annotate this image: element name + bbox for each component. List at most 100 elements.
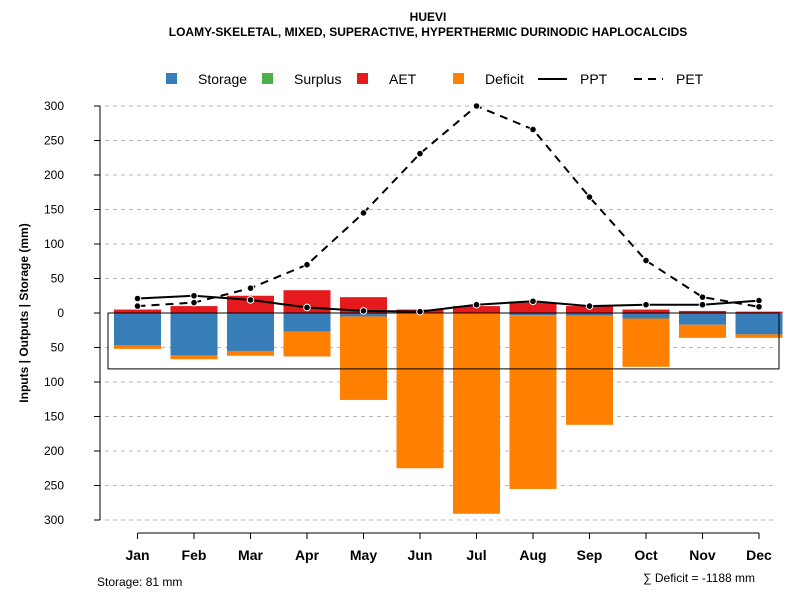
bar-storage (735, 313, 783, 335)
bar-deficit (170, 355, 218, 360)
bar-deficit (735, 334, 783, 338)
x-tick-label: Jan (125, 547, 149, 563)
bar-deficit (509, 315, 557, 489)
legend-label-pet: PET (676, 71, 704, 87)
bar-deficit (566, 315, 613, 425)
bar-deficit (622, 318, 670, 367)
chart-title: HUEVI (410, 10, 447, 24)
point-pet (529, 125, 537, 134)
bar-storage (170, 313, 218, 356)
deficit-total-label: ∑ Deficit = -1188 mm (643, 571, 755, 585)
bar-storage (509, 313, 557, 316)
bar-aet (170, 306, 218, 313)
bar-storage (566, 313, 613, 316)
point-ppt (585, 302, 594, 310)
point-pet (472, 102, 481, 110)
bar-deficit (679, 324, 726, 338)
x-tick-label: Mar (238, 547, 263, 563)
y-tick-label: 100 (44, 375, 64, 389)
legend-label-aet: AET (389, 71, 417, 87)
x-tick-label: Jun (408, 547, 433, 563)
storage-total-label: Storage: 81 mm (97, 575, 182, 589)
point-pet (246, 284, 255, 292)
point-ppt (246, 296, 255, 304)
y-axis: 300 250 200 150 100 50 0 50 100 150 200 250 300 (44, 99, 101, 527)
point-ppt (698, 300, 707, 309)
bar-aet (509, 302, 557, 313)
legend-swatch-deficit (453, 73, 464, 84)
point-pet (642, 256, 650, 265)
bar-deficit (227, 350, 274, 356)
y-tick-label: 300 (44, 513, 64, 527)
y-tick-label: 150 (44, 203, 64, 217)
bar-storage (283, 313, 331, 332)
bar-deficit (114, 345, 161, 349)
legend-swatch-storage (166, 73, 177, 84)
x-tick-label: Aug (519, 547, 546, 563)
bar-aet (340, 297, 387, 313)
series-line-pet (137, 104, 760, 308)
legend: Storage Surplus AET Deficit PPT PET (166, 71, 704, 87)
y-axis-label: Inputs | Outputs | Storage (mm) (17, 223, 31, 402)
bar-aet (679, 310, 726, 313)
frames (107, 312, 780, 370)
y-tick-label: 250 (44, 134, 64, 148)
y-tick-label: 200 (44, 444, 64, 458)
point-pet (698, 293, 707, 301)
bar-storage (227, 313, 274, 351)
bar-storage (679, 313, 726, 325)
bar-storage (114, 313, 161, 346)
legend-swatch-surplus (262, 73, 273, 84)
point-pet (303, 260, 311, 269)
y-tick-label: 150 (44, 410, 64, 424)
x-tick-label: Nov (689, 547, 716, 563)
point-ppt (472, 300, 481, 309)
point-pet (133, 302, 142, 310)
x-axis: Jan Feb Mar Apr May Jun Jul Aug Sep Oct Nov Dec (125, 532, 772, 563)
x-tick-label: Jul (466, 547, 486, 563)
bar-aet (453, 306, 500, 313)
y-tick-label: 100 (44, 237, 64, 251)
legend-swatch-aet (357, 73, 368, 84)
lines (133, 102, 763, 316)
legend-label-deficit: Deficit (485, 71, 524, 87)
point-ppt (755, 296, 763, 305)
point-pet (190, 298, 198, 307)
point-ppt (359, 307, 368, 315)
point-ppt (303, 303, 311, 312)
x-tick-label: Apr (295, 547, 320, 563)
series-line-ppt (137, 294, 760, 313)
bar-deficit (396, 313, 444, 469)
bar-storage (622, 313, 670, 319)
bar-deficit (283, 331, 331, 357)
x-tick-label: Feb (182, 547, 207, 563)
x-tick-label: Sep (577, 547, 603, 563)
x-tick-label: Oct (634, 547, 658, 563)
point-ppt (642, 300, 650, 309)
x-tick-label: Dec (746, 547, 772, 563)
y-tick-label: 200 (44, 168, 64, 182)
point-ppt (190, 291, 198, 300)
legend-label-surplus: Surplus (294, 71, 341, 87)
y-tick-label: 250 (44, 479, 64, 493)
point-ppt (133, 294, 142, 303)
point-pet (359, 209, 368, 217)
y-tick-label: 300 (44, 99, 64, 113)
legend-label-ppt: PPT (580, 71, 608, 87)
point-ppt (416, 307, 424, 316)
bars (114, 290, 783, 514)
bar-deficit (453, 313, 500, 514)
y-tick-label: 50 (51, 341, 65, 355)
y-tick-label: 50 (51, 272, 65, 286)
bar-aet (114, 309, 161, 313)
bar-aet (227, 295, 274, 313)
point-pet (416, 149, 424, 158)
point-ppt (529, 297, 537, 306)
bar-aet (622, 309, 670, 313)
y-tick-label: 0 (57, 306, 64, 320)
point-pet (755, 302, 763, 311)
chart-subtitle: LOAMY-SKELETAL, MIXED, SUPERACTIVE, HYPE… (169, 25, 687, 39)
bar-aet (735, 311, 783, 313)
bar-deficit (340, 316, 387, 400)
